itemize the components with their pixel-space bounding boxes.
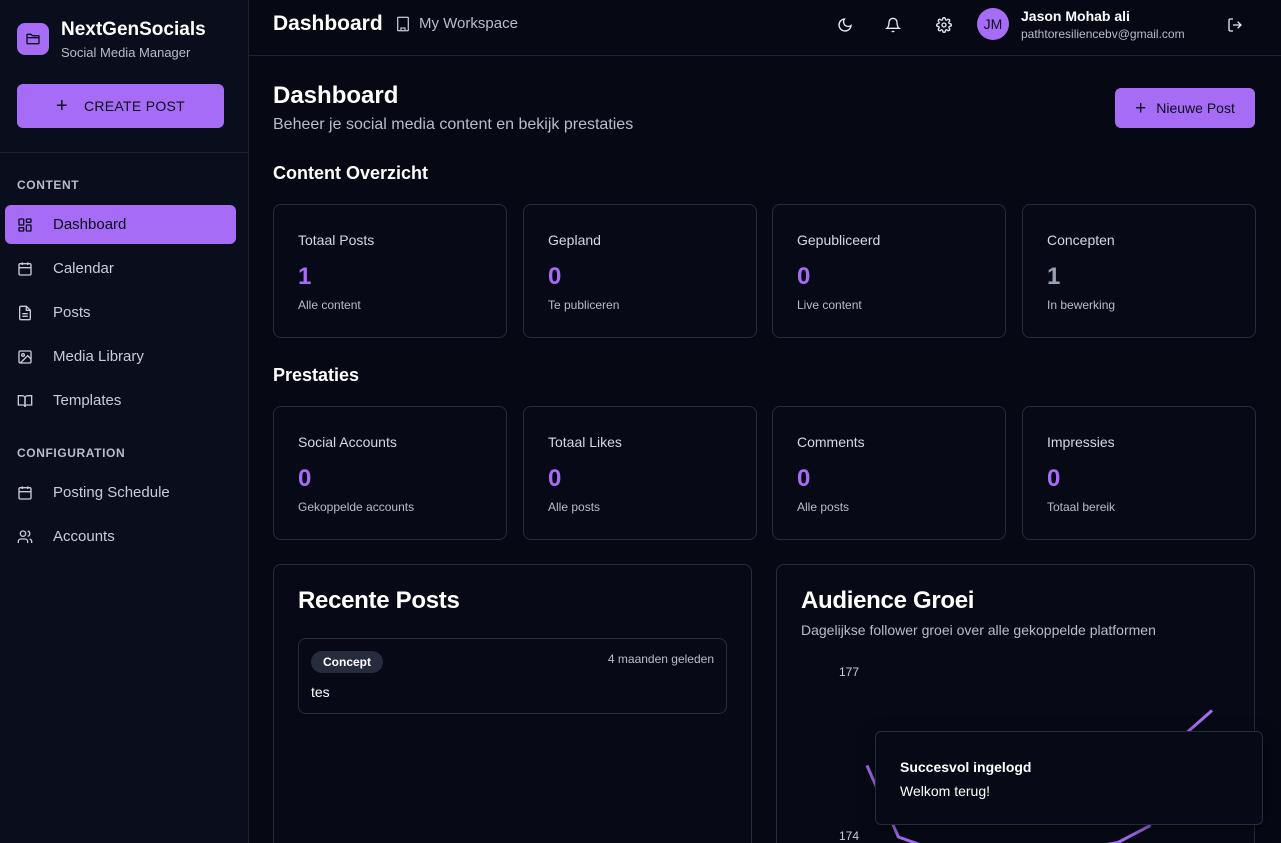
stat-value: 0 (298, 465, 312, 492)
stat-card-drafts: Concepten 1 In bewerking (1022, 204, 1256, 338)
status-badge: Concept (311, 651, 383, 673)
toast-title: Succesvol ingelogd (900, 759, 1032, 775)
topbar-title: Dashboard (273, 12, 383, 35)
stat-card-scheduled: Gepland 0 Te publiceren (523, 204, 757, 338)
avatar[interactable]: JM (977, 8, 1009, 40)
sidebar-divider (0, 152, 248, 153)
stat-title: Comments (797, 434, 865, 450)
sidebar-item-label: Posts (53, 304, 91, 321)
stat-value: 0 (797, 263, 811, 290)
plus-icon: + (55, 95, 68, 117)
stat-card-social-accounts: Social Accounts 0 Gekoppelde accounts (273, 406, 507, 540)
stat-subtitle: Te publiceren (548, 298, 620, 312)
page-title: Dashboard (273, 82, 399, 109)
stat-title: Concepten (1047, 232, 1115, 248)
sidebar: NextGenSocials Social Media Manager + CR… (0, 0, 249, 843)
stat-subtitle: In bewerking (1047, 298, 1116, 312)
stat-value: 1 (1047, 263, 1061, 290)
folder-icon (17, 23, 49, 55)
sidebar-item-label: Dashboard (53, 216, 127, 233)
toast-notification[interactable]: Succesvol ingelogd Welkom terug! (875, 731, 1263, 825)
user-name: Jason Mohab ali (1021, 8, 1130, 24)
create-post-label: CREATE POST (83, 98, 186, 114)
sidebar-item-label: Posting Schedule (53, 484, 170, 501)
new-post-button[interactable]: + Nieuwe Post (1115, 88, 1255, 128)
stat-card-total-posts: Totaal Posts 1 Alle content (273, 204, 507, 338)
page-subtitle: Beheer je social media content en bekijk… (273, 116, 634, 133)
sidebar-item-accounts[interactable]: Accounts (5, 517, 236, 556)
y-tick-label: 174 (839, 829, 860, 843)
new-post-label: Nieuwe Post (1156, 100, 1235, 116)
toast-message: Welkom terug! (900, 783, 990, 799)
stat-subtitle: Alle content (298, 298, 361, 312)
sidebar-item-label: Templates (53, 392, 122, 409)
audience-subtitle: Dagelijkse follower groei over alle geko… (801, 622, 1156, 638)
sidebar-item-label: Media Library (53, 348, 144, 365)
topbar: Dashboard My Workspace JM Jason Mohab al… (249, 0, 1281, 56)
stat-value: 0 (548, 263, 562, 290)
gear-icon[interactable] (933, 14, 955, 36)
y-tick-label: 177 (839, 665, 860, 679)
section-label-content: CONTENT (17, 178, 80, 192)
stat-title: Social Accounts (298, 434, 397, 450)
book-icon (17, 393, 33, 409)
building-icon (397, 16, 409, 31)
sidebar-item-calendar[interactable]: Calendar (5, 249, 236, 288)
image-icon (17, 349, 33, 365)
plus-icon: + (1135, 97, 1147, 119)
stat-value: 0 (1047, 465, 1061, 492)
workspace-switcher[interactable]: My Workspace (395, 15, 518, 32)
stat-subtitle: Alle posts (548, 500, 601, 514)
brand-subtitle: Social Media Manager (61, 45, 191, 60)
recent-posts-title: Recente Posts (298, 587, 460, 614)
stat-card-comments: Comments 0 Alle posts (772, 406, 1006, 540)
list-item[interactable]: Concept 4 maanden geleden tes (298, 638, 727, 714)
stat-subtitle: Alle posts (797, 500, 850, 514)
recent-posts-panel: Recente Posts Concept 4 maanden geleden … (273, 564, 752, 843)
section-label-configuration: CONFIGURATION (17, 446, 126, 460)
post-timestamp: 4 maanden geleden (607, 652, 714, 666)
create-post-button[interactable]: + CREATE POST (17, 84, 224, 128)
user-email: pathtoresiliencebv@gmail.com (1021, 27, 1185, 41)
stat-title: Gepland (548, 232, 601, 248)
stat-subtitle: Live content (797, 298, 862, 312)
stat-title: Totaal Likes (548, 434, 622, 450)
sidebar-item-templates[interactable]: Templates (5, 381, 236, 420)
brand-name: NextGenSocials (61, 19, 206, 40)
stat-card-total-likes: Totaal Likes 0 Alle posts (523, 406, 757, 540)
sidebar-item-posts[interactable]: Posts (5, 293, 236, 332)
users-icon (17, 529, 33, 545)
stat-title: Impressies (1047, 434, 1115, 450)
stat-card-impressions: Impressies 0 Totaal bereik (1022, 406, 1256, 540)
sidebar-item-label: Accounts (53, 528, 115, 545)
calendar-icon (17, 261, 33, 277)
post-title: tes (311, 684, 330, 700)
logout-icon[interactable] (1224, 14, 1246, 36)
sidebar-item-posting-schedule[interactable]: Posting Schedule (5, 473, 236, 512)
stat-title: Totaal Posts (298, 232, 375, 248)
audience-title: Audience Groei (801, 587, 975, 614)
stat-value: 0 (548, 465, 562, 492)
stat-subtitle: Gekoppelde accounts (298, 500, 415, 514)
bell-icon[interactable] (882, 14, 904, 36)
section-heading-content-overview: Content Overzicht (273, 163, 429, 183)
brand[interactable]: NextGenSocials Social Media Manager (17, 19, 206, 60)
sidebar-item-label: Calendar (53, 260, 114, 277)
workspace-name: My Workspace (419, 15, 518, 32)
sidebar-item-media-library[interactable]: Media Library (5, 337, 236, 376)
stat-value: 1 (298, 263, 312, 290)
calendar-icon (17, 485, 33, 501)
dashboard-icon (17, 217, 33, 233)
moon-icon[interactable] (834, 14, 856, 36)
document-icon (17, 305, 33, 321)
stat-value: 0 (797, 465, 811, 492)
stat-subtitle: Totaal bereik (1047, 500, 1116, 514)
section-heading-performance: Prestaties (273, 365, 360, 385)
stat-card-published: Gepubliceerd 0 Live content (772, 204, 1006, 338)
stat-title: Gepubliceerd (797, 232, 881, 248)
sidebar-item-dashboard[interactable]: Dashboard (5, 205, 236, 244)
